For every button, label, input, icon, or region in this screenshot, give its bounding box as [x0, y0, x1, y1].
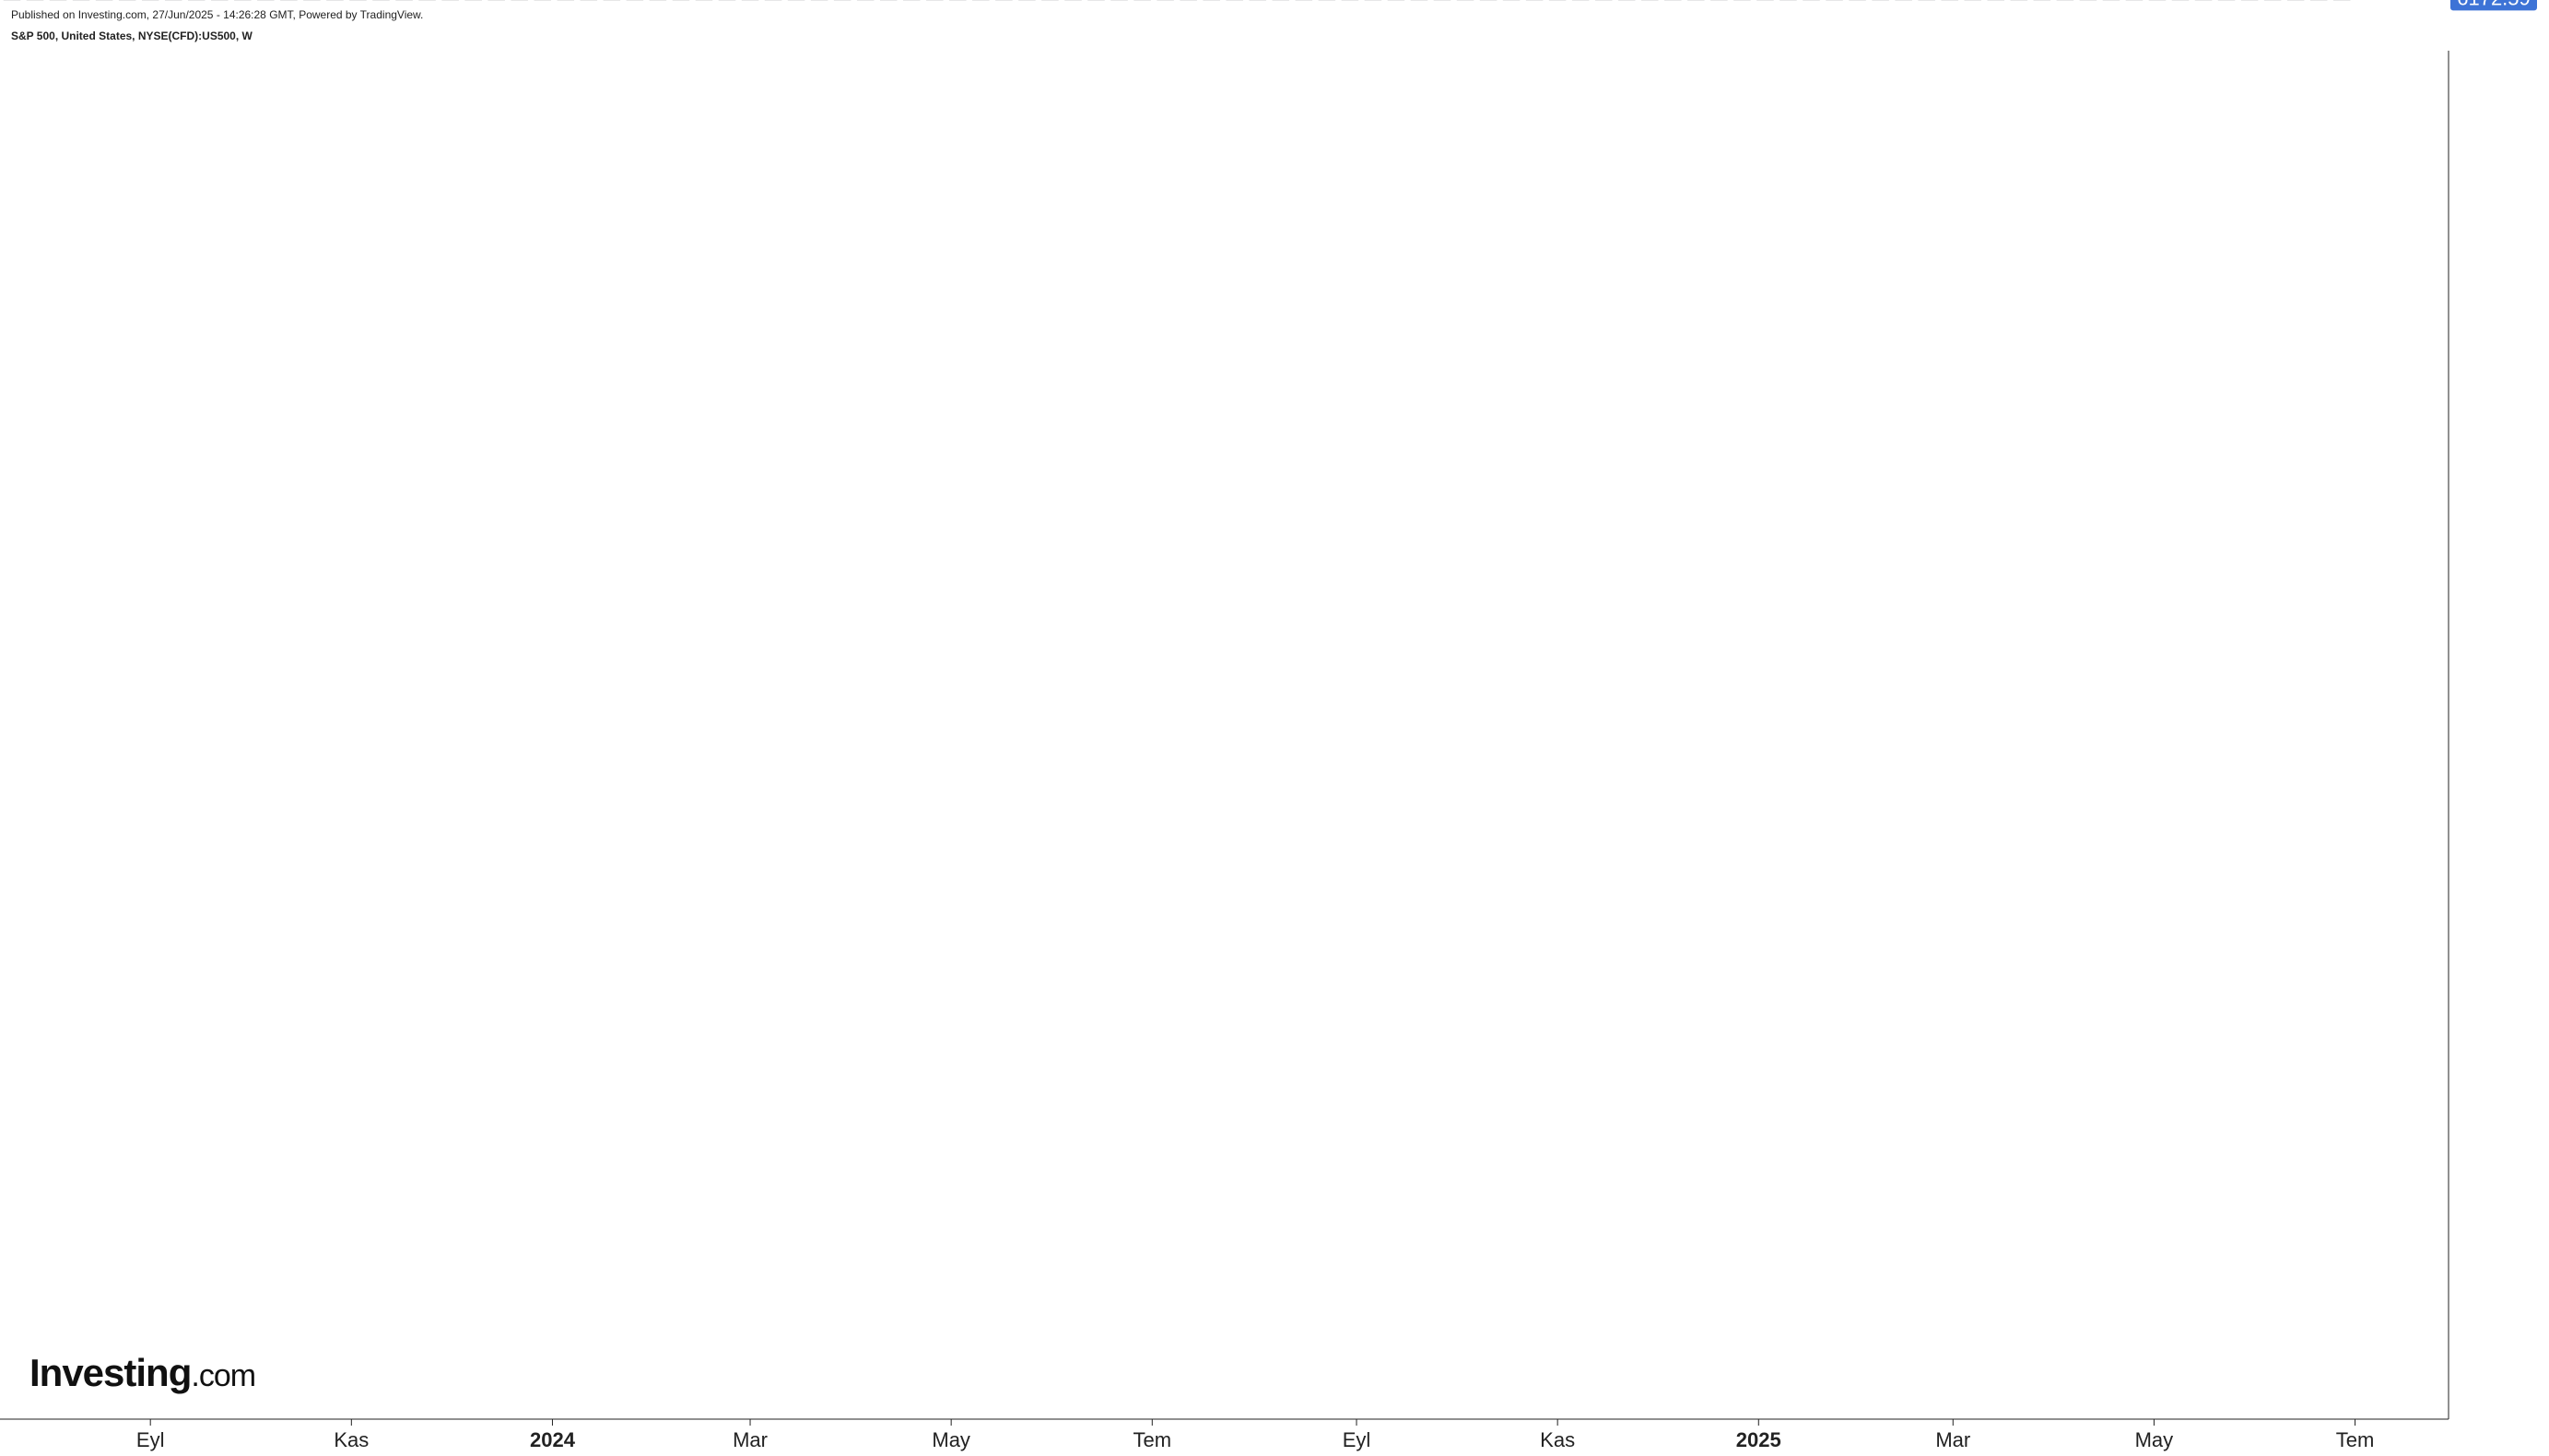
x-tick-label: Eyl — [1343, 1428, 1371, 1451]
x-tick-label: Mar — [1935, 1428, 1970, 1451]
published-note: Published on Investing.com, 27/Jun/2025 … — [11, 8, 424, 21]
x-tick-label: Tem — [2336, 1428, 2375, 1451]
axes — [0, 51, 2449, 1420]
x-tick-label: 2024 — [530, 1428, 576, 1451]
last-price-tag — [2450, 0, 2537, 11]
x-tick-label: 2025 — [1736, 1428, 1781, 1451]
x-tick-label: May — [932, 1428, 970, 1451]
last-price-marker: 6172.59 — [2450, 0, 2537, 11]
x-tick-label: Eyl — [136, 1428, 165, 1451]
x-tick-label: Mar — [733, 1428, 768, 1451]
logo-brand: Investing — [29, 1351, 192, 1394]
x-tick-label: Kas — [334, 1428, 369, 1451]
x-tick-label: Tem — [1134, 1428, 1172, 1451]
investing-logo[interactable]: Investing.com — [29, 1351, 256, 1395]
x-tick-label: Kas — [1540, 1428, 1575, 1451]
last-price-label: 6172.59 — [2457, 0, 2531, 9]
x-tick-label: May — [2135, 1428, 2174, 1451]
symbol-title: S&P 500, United States, NYSE(CFD):US500,… — [11, 29, 253, 42]
x-axis-ticks: Eyl Kas 2024 Mar May Tem Eyl Kas 2025 Mar May Tem — [136, 1419, 2374, 1451]
logo-suffix: .com — [191, 1358, 256, 1393]
